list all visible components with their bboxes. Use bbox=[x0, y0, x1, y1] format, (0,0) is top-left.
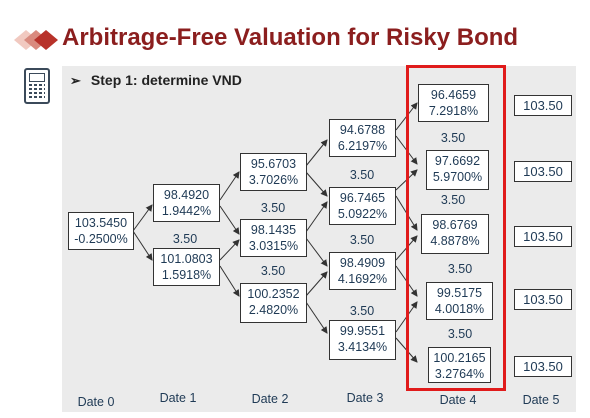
tree-node: 100.2165 3.2764% bbox=[428, 347, 491, 383]
step-label: Step 1: determine VND bbox=[90, 72, 242, 88]
tree-node: 98.4920 1.9442% bbox=[153, 184, 220, 222]
date5-value: 103.50 bbox=[514, 226, 572, 247]
tree-node: 96.4659 7.2918% bbox=[418, 84, 489, 122]
page-title: Arbitrage-Free Valuation for Risky Bond bbox=[62, 24, 519, 51]
coupon-label: 3.50 bbox=[440, 131, 466, 145]
tree-node: 96.7465 5.0922% bbox=[329, 187, 396, 225]
date-label: Date 0 bbox=[77, 395, 115, 409]
date-label: Date 5 bbox=[522, 393, 560, 407]
edge bbox=[305, 301, 328, 334]
coupon-label: 3.50 bbox=[349, 304, 375, 318]
tree-node: 97.6692 5.9700% bbox=[426, 150, 489, 190]
date-label: Date 4 bbox=[439, 393, 477, 407]
edge bbox=[305, 171, 328, 197]
date5-value: 103.50 bbox=[514, 95, 572, 116]
calculator-icon bbox=[24, 68, 50, 104]
coupon-label: 3.50 bbox=[447, 327, 473, 341]
date5-value: 103.50 bbox=[514, 356, 572, 377]
date4-highlight-box bbox=[406, 65, 506, 391]
coupon-label: 3.50 bbox=[172, 232, 198, 246]
tree-node: 99.5175 4.0018% bbox=[426, 282, 493, 320]
step-heading: ➢ Step 1: determine VND bbox=[70, 72, 242, 89]
coupon-label: 3.50 bbox=[260, 201, 286, 215]
coupon-label: 3.50 bbox=[349, 233, 375, 247]
diamond-arrows-icon bbox=[14, 30, 58, 50]
tree-node: 99.9551 3.4134% bbox=[329, 320, 396, 360]
step-arrow-icon: ➢ bbox=[70, 73, 81, 88]
date-label: Date 3 bbox=[346, 391, 384, 405]
tree-node: 98.4909 4.1692% bbox=[329, 252, 396, 290]
date5-value: 103.50 bbox=[514, 289, 572, 310]
tree-node: 103.5450 -0.2500% bbox=[68, 212, 134, 250]
date-label: Date 2 bbox=[251, 392, 289, 406]
edge bbox=[305, 139, 328, 167]
tree-node: 101.0803 1.5918% bbox=[153, 248, 220, 286]
coupon-label: 3.50 bbox=[447, 262, 473, 276]
edge bbox=[132, 204, 153, 232]
edge bbox=[305, 271, 328, 297]
edge bbox=[132, 230, 153, 261]
edge bbox=[305, 201, 328, 233]
coupon-label: 3.50 bbox=[440, 193, 466, 207]
tree-node: 98.1435 3.0315% bbox=[240, 219, 307, 257]
tree-node: 98.6769 4.8878% bbox=[421, 214, 489, 254]
date-label: Date 1 bbox=[159, 391, 197, 405]
tree-node: 95.6703 3.7026% bbox=[240, 153, 307, 191]
edge bbox=[219, 265, 240, 297]
coupon-label: 3.50 bbox=[349, 168, 375, 182]
tree-node: 100.2352 2.4820% bbox=[240, 283, 307, 323]
edge bbox=[305, 237, 328, 267]
date5-value: 103.50 bbox=[514, 161, 572, 182]
edge bbox=[219, 205, 240, 235]
edge bbox=[219, 239, 240, 261]
edge bbox=[219, 171, 240, 201]
tree-node: 94.6788 6.2197% bbox=[329, 119, 396, 157]
coupon-label: 3.50 bbox=[260, 264, 286, 278]
